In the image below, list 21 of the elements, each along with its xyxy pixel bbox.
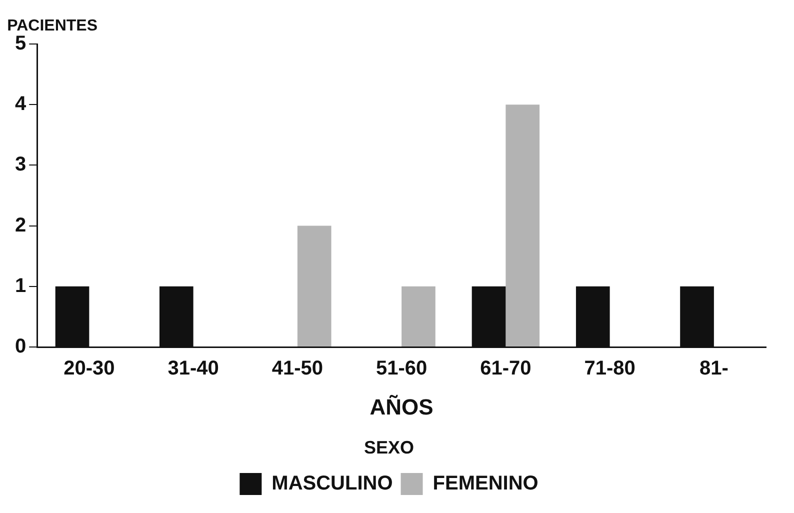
x-axis-title: AÑOS: [370, 394, 434, 420]
x-tick-label: 71-80: [584, 358, 636, 380]
x-tick-label: 20-30: [64, 358, 115, 380]
y-axis-title: PACIENTES: [7, 17, 98, 34]
y-tick-label: 0: [15, 336, 26, 358]
legend-label: FEMENINO: [432, 472, 538, 495]
x-tick-label: 31-40: [168, 358, 219, 380]
y-tick-label: 3: [15, 154, 26, 176]
y-tick-label: 1: [15, 274, 26, 297]
x-tick-label: 41-50: [272, 358, 324, 380]
legend-label: MASCULINO: [272, 472, 393, 495]
legend-title: SEXO: [364, 437, 414, 458]
bar: [506, 104, 540, 346]
x-tick-label: 61-70: [480, 358, 532, 380]
bar: [402, 286, 436, 346]
bar: [297, 226, 332, 346]
x-tick-label: 51-60: [376, 358, 428, 380]
y-tick-label: 5: [15, 32, 26, 55]
x-tick-label: 81-: [699, 358, 728, 380]
y-tick-label: 2: [15, 214, 26, 236]
y-tick-label: 4: [15, 93, 27, 116]
